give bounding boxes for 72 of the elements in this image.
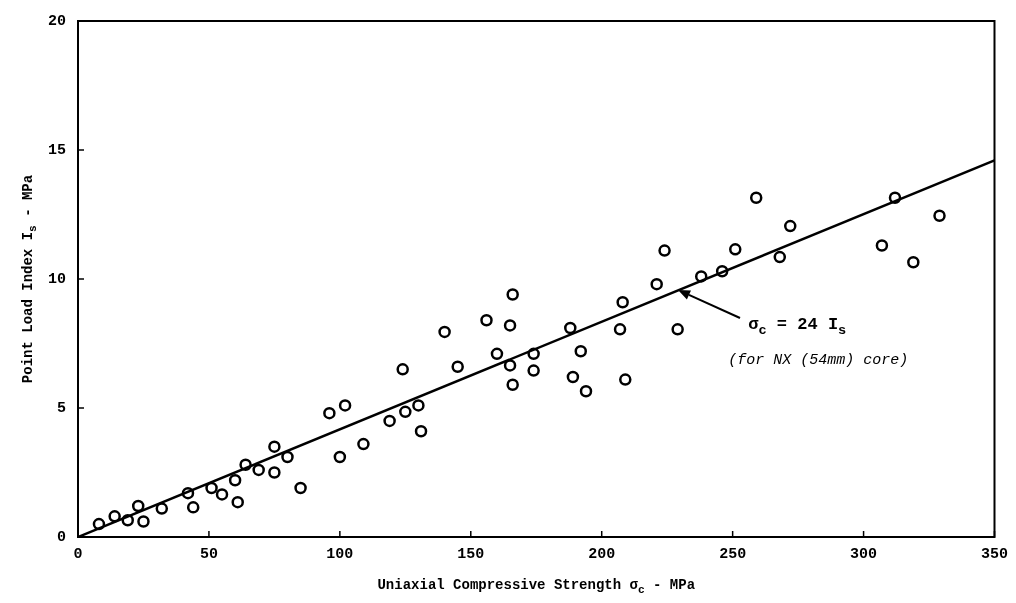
point <box>650 277 663 291</box>
point <box>490 347 504 361</box>
point <box>574 344 588 358</box>
y-tick-label: 10 <box>47 270 66 288</box>
point <box>527 364 540 377</box>
point <box>729 243 742 256</box>
point <box>239 458 252 472</box>
point <box>333 450 347 464</box>
x-tick-label: 350 <box>980 545 1009 563</box>
annotation: (for NX (54mm) core) <box>728 352 909 370</box>
y-tick-label: 15 <box>47 141 66 159</box>
point <box>658 244 671 257</box>
point <box>215 488 229 501</box>
point <box>566 370 580 384</box>
point <box>121 513 134 527</box>
point <box>671 323 684 336</box>
point <box>451 360 464 373</box>
point <box>503 319 517 332</box>
point <box>92 517 106 531</box>
point <box>613 323 627 336</box>
point <box>694 270 708 283</box>
x-tick-label: 0 <box>73 545 83 563</box>
y-tick-label: 20 <box>47 12 66 30</box>
point <box>323 406 336 420</box>
x-tick-label: 100 <box>326 545 354 563</box>
point <box>396 363 409 376</box>
point <box>412 399 425 412</box>
point <box>875 239 889 252</box>
point <box>773 250 787 264</box>
point <box>715 265 729 278</box>
point <box>414 424 428 438</box>
point <box>438 325 451 339</box>
point <box>506 288 519 301</box>
point <box>399 405 412 419</box>
x-tick-label: 50 <box>199 545 218 563</box>
x-tick-label: 200 <box>588 545 616 563</box>
x-tick-label: 300 <box>850 545 878 563</box>
point <box>268 440 281 453</box>
y-axis-title: Point Load Index Is - MPa <box>19 174 39 384</box>
point <box>186 501 200 514</box>
point <box>933 209 946 223</box>
y-tick-label: 0 <box>56 528 66 546</box>
point <box>888 191 902 204</box>
point <box>155 502 169 515</box>
point <box>564 321 577 335</box>
point <box>108 510 121 523</box>
point <box>252 463 265 477</box>
x-tick-label: 150 <box>457 545 485 563</box>
point <box>579 384 593 398</box>
point <box>205 481 218 495</box>
point <box>281 450 294 464</box>
point <box>619 373 632 386</box>
x-tick-label: 250 <box>719 545 747 563</box>
point <box>784 219 797 233</box>
point <box>228 473 242 487</box>
point <box>383 414 396 428</box>
point <box>907 255 920 269</box>
point <box>506 378 519 392</box>
point <box>231 495 244 509</box>
point <box>131 499 145 513</box>
point <box>503 359 517 372</box>
point <box>181 486 195 500</box>
point <box>749 191 763 204</box>
point <box>137 515 150 528</box>
point <box>268 466 281 479</box>
point <box>294 481 307 495</box>
point <box>527 347 540 361</box>
point <box>338 399 352 412</box>
point <box>357 437 370 451</box>
point <box>616 295 629 309</box>
point <box>480 314 493 327</box>
y-tick-label: 5 <box>56 399 66 417</box>
